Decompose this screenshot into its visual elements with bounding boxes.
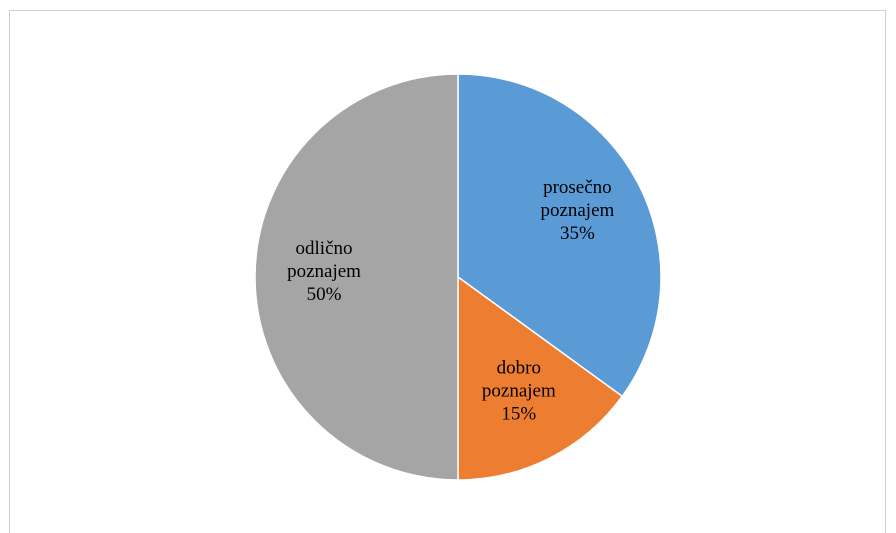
value-label: 50% (307, 284, 342, 305)
category-label-line: poznajem (540, 200, 614, 221)
chart-border (9, 10, 886, 533)
category-label-line: dobro (497, 357, 541, 378)
category-label: dobro poznajem (482, 357, 556, 401)
category-label: odlično poznajem (287, 238, 361, 282)
category-label-line: prosečno (543, 177, 612, 198)
category-label: prosečno poznajem (540, 177, 614, 221)
pie-slice (457, 73, 662, 398)
value-label: 15% (501, 403, 536, 424)
value-label: 35% (560, 223, 595, 244)
pie-slice (254, 73, 459, 481)
category-label-line: poznajem (287, 261, 361, 282)
pie-slice (457, 275, 624, 481)
category-label-line: odlično (296, 238, 353, 259)
category-label-line: poznajem (482, 380, 556, 401)
